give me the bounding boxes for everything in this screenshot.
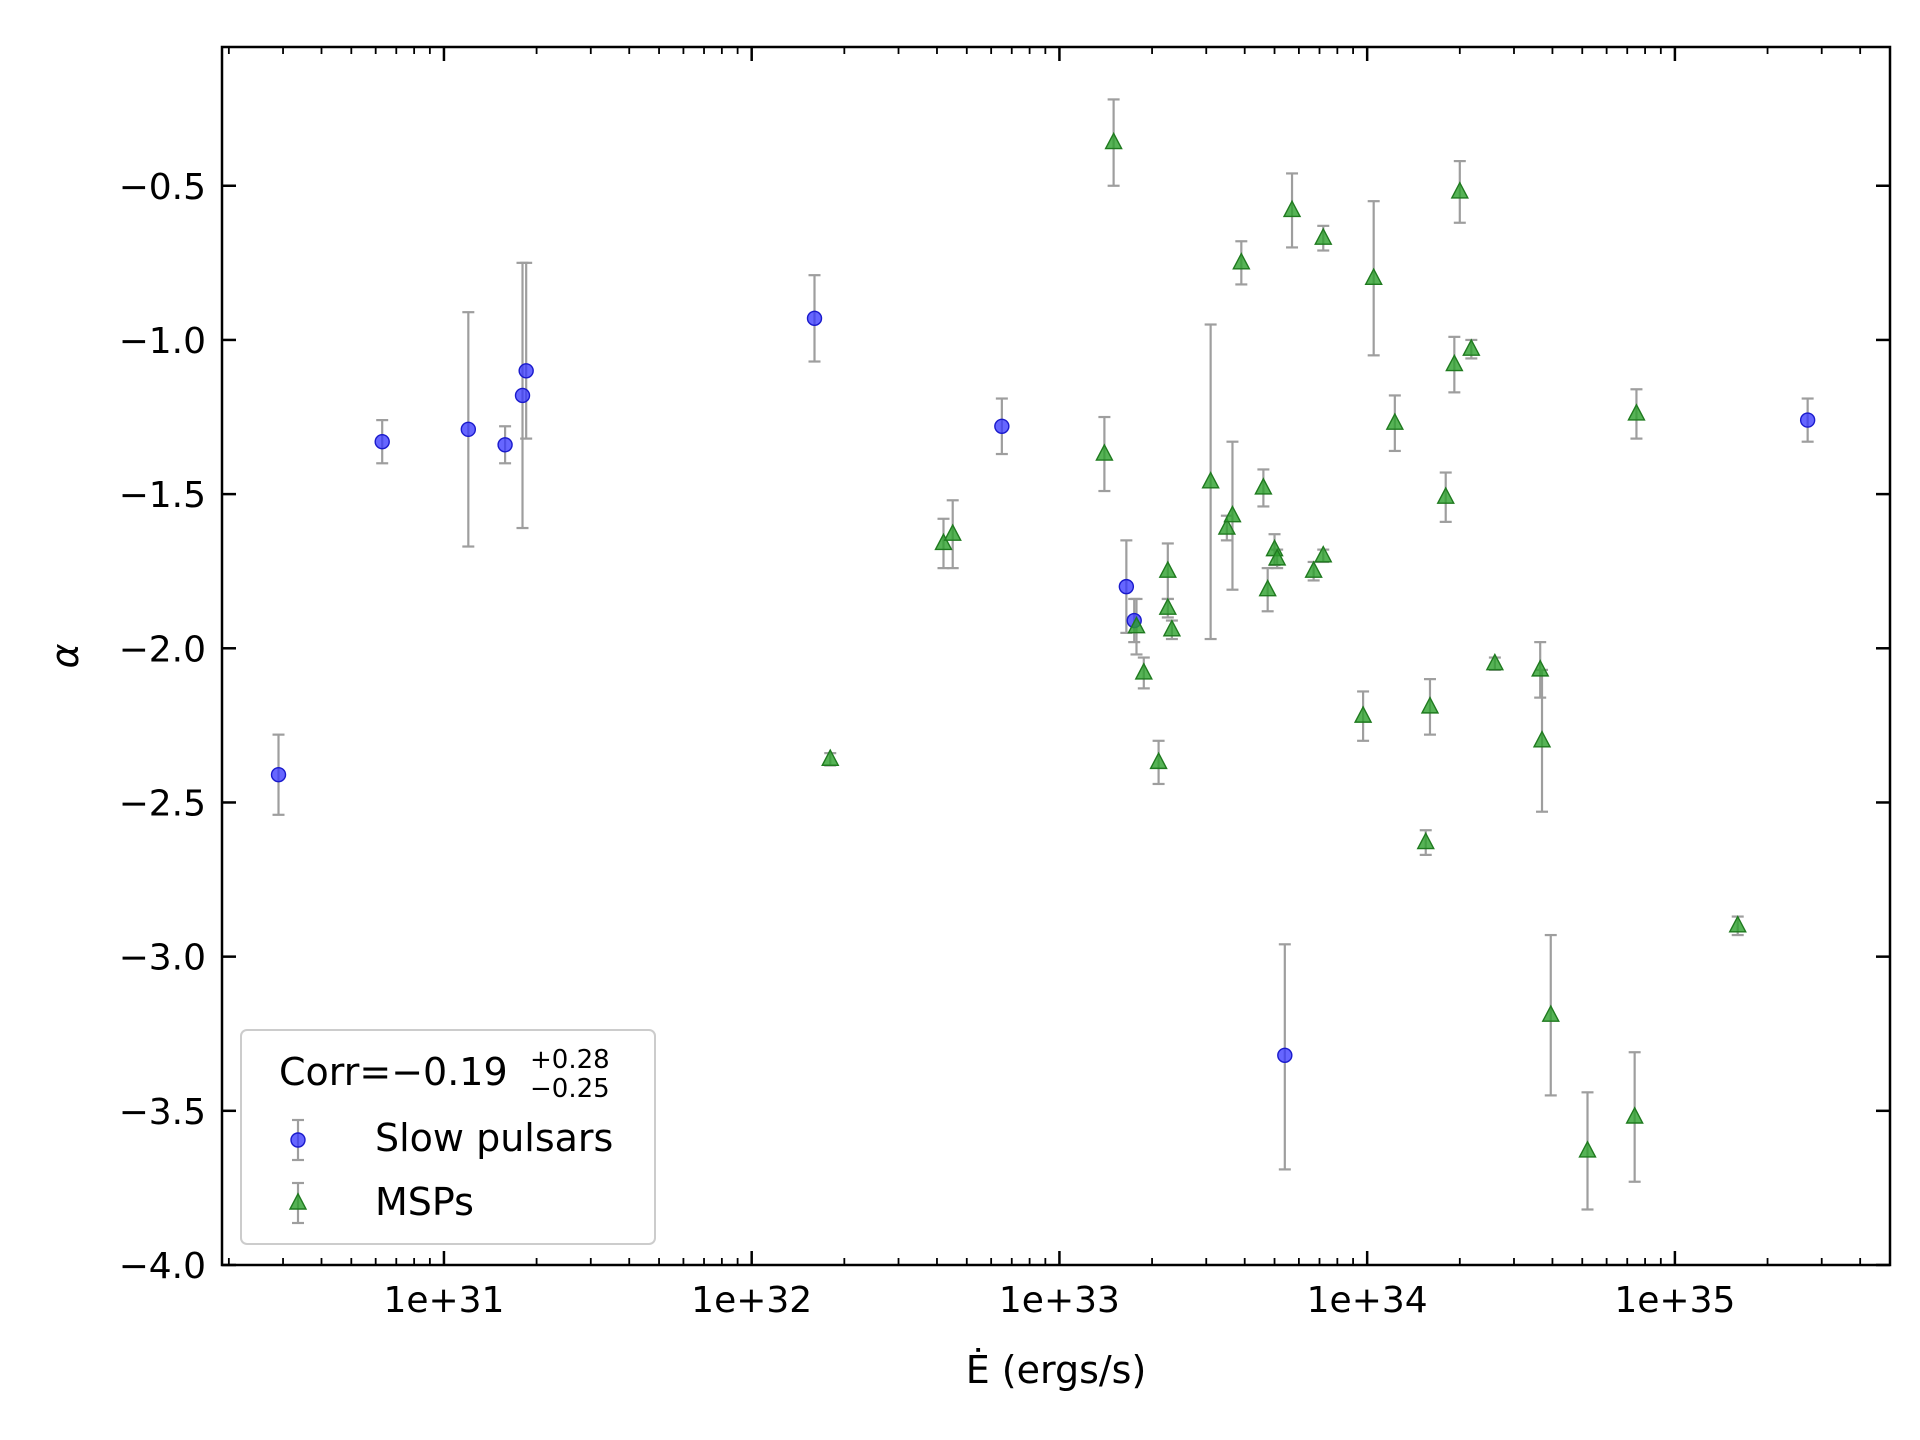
slow-pulsar-point: [514, 387, 531, 404]
y-tick-label: −2.5: [119, 783, 206, 824]
legend: Corr=−0.19 +0.28 −0.25 Slow pulsars MSPs: [240, 1029, 656, 1245]
x-tick-label: 1e+32: [691, 1280, 812, 1321]
msp-point: [1127, 616, 1146, 634]
legend-marker-slow: [290, 1132, 306, 1148]
x-tick-label: 1e+34: [1307, 1280, 1428, 1321]
msp-point: [1304, 560, 1323, 578]
msp-point: [1158, 560, 1177, 578]
msp-point: [1254, 477, 1273, 495]
msp-point: [1578, 1140, 1597, 1158]
slow-pulsar-point: [1799, 412, 1816, 428]
msp-point: [1282, 199, 1302, 218]
msp-point: [1485, 653, 1505, 671]
y-tick-label: −2.0: [119, 629, 206, 670]
msp-point: [1625, 1106, 1644, 1124]
msp-point: [821, 748, 840, 766]
slow-pulsar-point: [1118, 578, 1135, 595]
msp-point: [1436, 486, 1455, 504]
msp-point: [1531, 659, 1550, 677]
y-tick-label: −1.0: [119, 321, 206, 362]
slow-pulsar-point: [994, 418, 1010, 434]
slow-pulsar-point: [518, 363, 534, 379]
msp-point: [1268, 548, 1287, 566]
legend-handle-msp: [288, 1181, 308, 1225]
msp-point: [1385, 412, 1404, 430]
msp-point: [1095, 443, 1114, 461]
x-tick-label: 1e+31: [383, 1280, 504, 1321]
legend-box: [240, 1029, 656, 1245]
legend-label-msp: MSPs: [375, 1180, 474, 1224]
msp-point: [1258, 579, 1277, 597]
plot-frame: [220, 45, 1892, 1267]
legend-marker-msp: [288, 1192, 308, 1210]
x-axis-label: Ė (ergs/s): [966, 1348, 1147, 1392]
msp-point: [1420, 696, 1440, 714]
legend-entries: [288, 1118, 308, 1225]
msp-point: [1353, 705, 1373, 723]
slow-pulsar-point: [270, 767, 287, 783]
msp-point: [1416, 831, 1435, 850]
msp-point: [1162, 619, 1182, 637]
slow-pulsar-errorbar: [520, 261, 533, 440]
msp-point: [1232, 252, 1251, 270]
msp-point: [1217, 517, 1237, 535]
msp-point: [1158, 597, 1177, 615]
legend-title-main: Corr=−0.19: [279, 1050, 508, 1094]
msp-point: [1532, 730, 1552, 748]
msp-point: [1462, 338, 1481, 356]
msp-point: [1314, 545, 1333, 563]
msp-point: [1450, 181, 1469, 199]
msp-point: [1541, 1004, 1560, 1022]
y-tick-label: −4.0: [119, 1246, 206, 1287]
msp-point: [1201, 471, 1220, 489]
tick-labels: 1e+31 1e+32 1e+33 1e+34 1e+35 −0.5 −1.0 −1.5 −2.…: [119, 167, 1736, 1321]
slow-pulsar-point: [460, 421, 477, 438]
slow-pulsar-point: [497, 437, 513, 453]
slow-pulsar-point: [806, 310, 823, 327]
legend-title-sup: +0.28: [530, 1045, 610, 1075]
legend-handle-slow: [290, 1118, 306, 1162]
msp-point: [1149, 751, 1168, 770]
y-axis-label: α: [43, 643, 87, 668]
legend-title-sub: −0.25: [530, 1074, 610, 1104]
msp-point: [1104, 131, 1123, 150]
data-markers: [270, 131, 1816, 1158]
msp-point: [1728, 915, 1747, 933]
x-tick-label: 1e+35: [1614, 1280, 1735, 1321]
msp-point: [943, 523, 962, 541]
y-tick-label: −3.5: [119, 1092, 206, 1133]
slow-pulsar-point: [374, 433, 390, 450]
msp-point: [934, 532, 953, 551]
legend-title: Corr=−0.19: [279, 1050, 508, 1094]
msp-point: [1223, 504, 1242, 523]
msp-point: [1364, 267, 1383, 285]
y-tick-label: −3.0: [119, 938, 206, 979]
msp-point: [1134, 662, 1153, 680]
msp-point: [1627, 403, 1646, 421]
msp-point: [1445, 353, 1464, 372]
y-tick-label: −1.5: [119, 475, 206, 516]
slow-pulsar-point: [1277, 1047, 1293, 1064]
axis-ticks: [222, 47, 1891, 1267]
msp-point: [1314, 227, 1333, 245]
x-tick-label: 1e+33: [999, 1280, 1120, 1321]
legend-label-slow: Slow pulsars: [375, 1116, 613, 1160]
y-tick-label: −0.5: [119, 167, 206, 208]
